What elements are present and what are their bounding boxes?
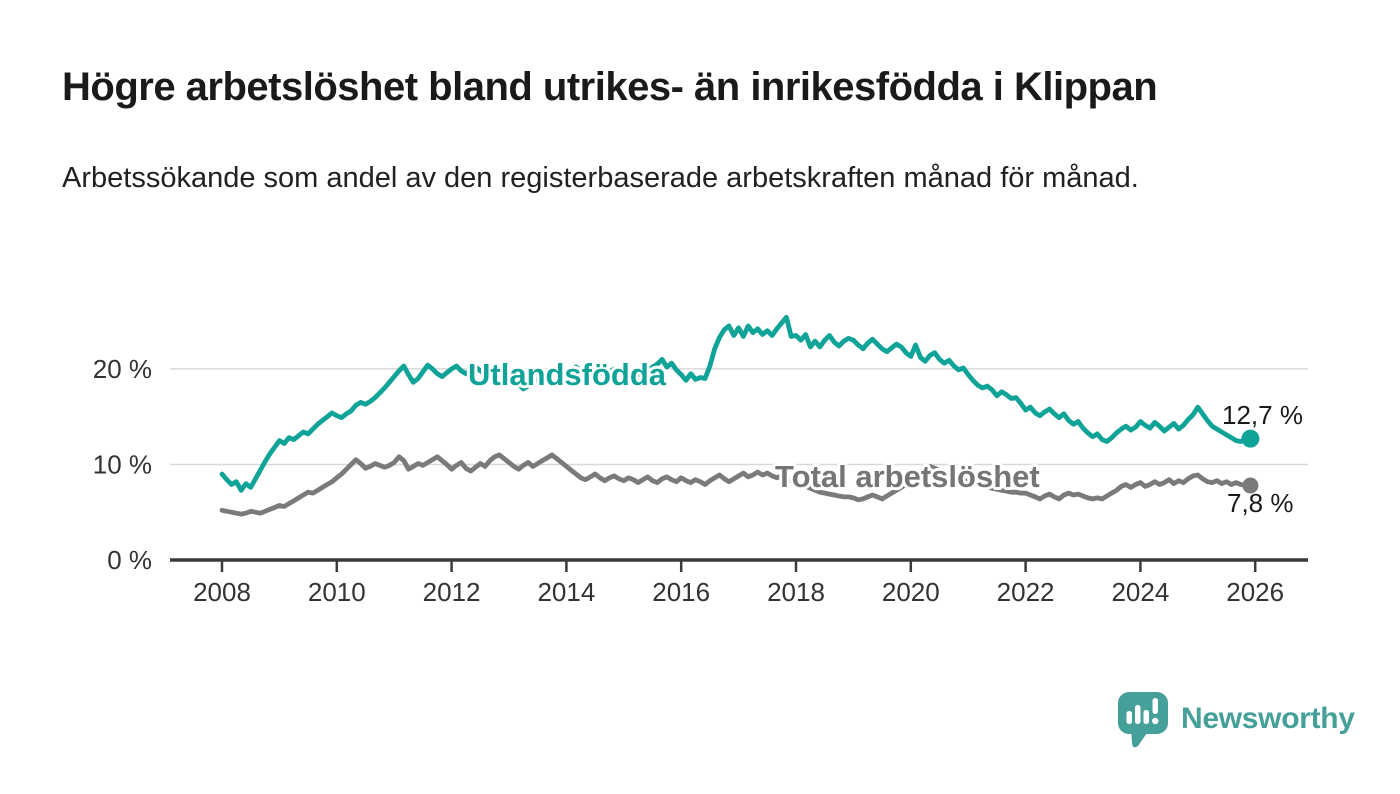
y-axis-label: 10 % xyxy=(93,449,152,479)
y-axis-label: 20 % xyxy=(93,354,152,384)
series-line-total-arbetsloshet xyxy=(219,452,1253,517)
x-axis-label: 2024 xyxy=(1111,577,1169,607)
end-value-label-utlandsfodda: 12,7 % xyxy=(1222,400,1303,430)
end-value-label-total-arbetsloshet: 7,8 % xyxy=(1227,488,1294,518)
chart-title: Högre arbetslöshet bland utrikes- än inr… xyxy=(62,65,1158,109)
x-axis-label: 2010 xyxy=(308,577,366,607)
series-label-utlandsfodda: Utlandsfödda xyxy=(468,357,667,392)
x-axis-label: 2014 xyxy=(537,577,595,607)
x-axis-label: 2012 xyxy=(423,577,481,607)
series-label-total-arbetsloshet: Total arbetslöshet xyxy=(775,459,1040,494)
x-axis-label: 2020 xyxy=(882,577,940,607)
end-dot-utlandsfodda xyxy=(1241,429,1260,448)
x-axis-label: 2026 xyxy=(1226,577,1284,607)
newsworthy-logo-icon xyxy=(1118,692,1168,748)
y-axis-labels: 0 % 10 % 20 % xyxy=(93,354,152,575)
y-axis-label: 0 % xyxy=(107,545,152,575)
end-dot-total-arbetsloshet xyxy=(1242,477,1259,494)
newsworthy-logo: Newsworthy xyxy=(1117,690,1355,748)
series-line-utlandsfodda xyxy=(219,314,1253,493)
x-axis-label: 2018 xyxy=(767,577,825,607)
x-axis-ticks: 2008 2010 2012 2014 2016 2018 2020 2022 2024 2026 xyxy=(193,561,1284,607)
chart-subtitle: Arbetssökande som andel av den registerb… xyxy=(62,162,1139,194)
x-axis-label: 2022 xyxy=(997,577,1055,607)
x-axis-label: 2008 xyxy=(193,577,251,607)
x-axis-label: 2016 xyxy=(652,577,710,607)
newsworthy-logo-text: Newsworthy xyxy=(1181,702,1355,735)
